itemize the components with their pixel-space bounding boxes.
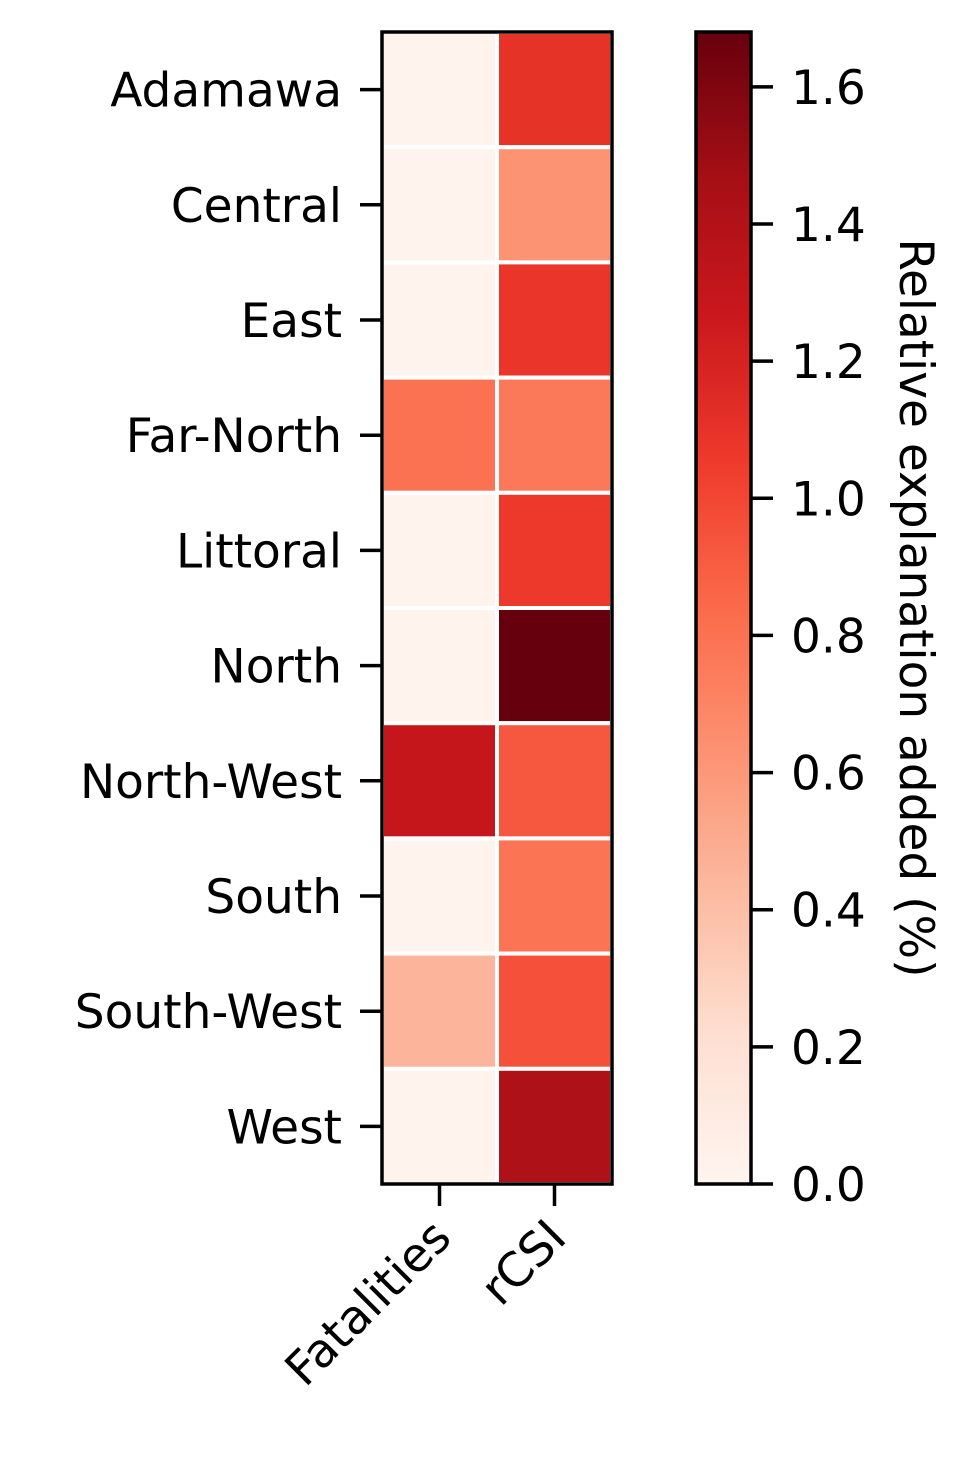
heatmap-cell [380,606,499,726]
heatmap-cell [380,145,499,265]
y-tick-label: Littoral [176,524,342,579]
heatmap-cell [495,606,614,726]
y-tick-label: South-West [75,985,342,1040]
y-tick-label: Central [171,179,342,234]
colorbar: 0.0 0.2 0.4 0.6 0.8 1.0 1.2 1.4 1.6 [694,30,866,1213]
colorbar-tick-label: 0.2 [791,1021,866,1076]
colorbar-tick-label: 0.8 [791,609,866,664]
y-tick-label: North [211,640,342,695]
heatmap-cell [495,260,614,380]
y-tick-label: Far-North [126,409,342,464]
heatmap-cell [380,721,499,841]
heatmap-cell [380,30,499,150]
column-labels: Fatalities rCSI [275,1184,577,1397]
heatmap-cell [495,145,614,265]
heatmap-cell [495,836,614,956]
y-tick-label: East [241,294,342,349]
colorbar-label: Relative explanation added (%) [888,238,943,977]
colorbar-tick-label: 1.6 [791,61,866,116]
heatmap-cell [495,1066,614,1187]
heatmap-cell [380,1066,499,1187]
heatmap-cell [380,951,499,1071]
colorbar-gradient [694,30,753,1186]
row-labels: Adamawa Central East Far-North Littoral North… [75,64,382,1155]
heatmap-cell [495,721,614,841]
heatmap-frame [380,30,614,1186]
heatmap-cells [380,30,614,1187]
heatmap-cell [380,490,499,610]
x-tick-label: rCSI [470,1210,577,1317]
y-tick-label: South [205,870,342,925]
heatmap-cell [380,260,499,380]
colorbar-tick-label: 0.6 [791,747,866,802]
x-tick-label: Fatalities [275,1210,462,1397]
y-tick-label: Adamawa [110,64,342,119]
colorbar-tick-label: 0.4 [791,884,866,939]
heatmap-cell [380,836,499,956]
y-tick-label: North-West [80,755,342,810]
colorbar-tick-label: 1.2 [791,335,866,390]
heatmap-cell [495,375,614,495]
heatmap-cell [495,30,614,150]
heatmap-cell [495,951,614,1071]
colorbar-tick-label: 0.0 [791,1158,866,1213]
colorbar-tick-label: 1.4 [791,198,866,253]
y-tick-label: West [226,1100,342,1155]
heatmap-cell [380,375,499,495]
colorbar-tick-label: 1.0 [791,472,866,527]
heatmap-cell [495,490,614,610]
